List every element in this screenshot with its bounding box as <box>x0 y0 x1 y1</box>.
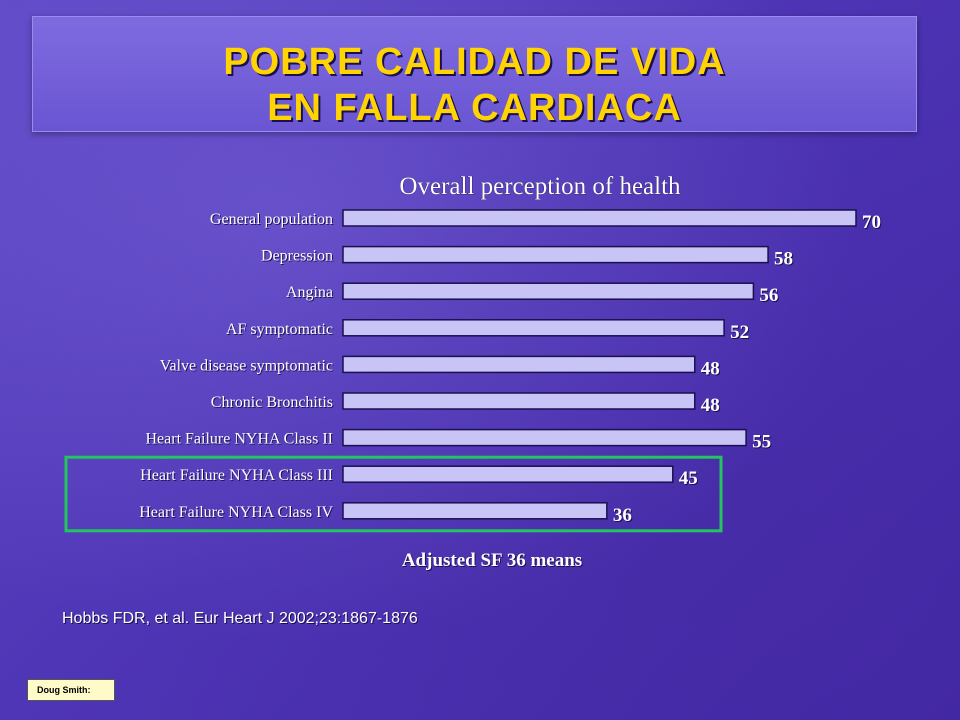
bar <box>342 502 608 520</box>
highlight-box <box>64 455 723 533</box>
category-label: Valve disease symptomatic <box>160 357 333 374</box>
slide-title-line-1: POBRE CALIDAD DE VIDA <box>223 41 726 83</box>
data-label: 52 <box>730 322 749 343</box>
bar <box>342 392 696 410</box>
bar <box>342 319 725 337</box>
data-label: 70 <box>862 212 881 233</box>
data-label: 36 <box>613 505 632 526</box>
source-citation: Hobbs FDR, et al. Eur Heart J 2002;23:18… <box>62 610 418 627</box>
category-label: AF symptomatic <box>226 321 333 338</box>
category-label: Chronic Bronchitis <box>211 394 333 411</box>
data-label: 45 <box>679 468 698 489</box>
speaker-note-label: Doug Smith: <box>27 679 115 701</box>
data-label: 48 <box>701 358 720 379</box>
category-label: Depression <box>261 248 333 265</box>
slide-title-line-2: EN FALLA CARDIACA <box>267 87 682 129</box>
chart-title: Overall perception of health <box>399 173 681 200</box>
bar <box>342 209 857 227</box>
category-label: Heart Failure NYHA Class IV <box>139 504 333 521</box>
category-label: Heart Failure NYHA Class II <box>145 431 333 448</box>
category-label: Heart Failure NYHA Class III <box>140 467 333 484</box>
x-axis-label: Adjusted SF 36 means <box>402 550 582 571</box>
bar <box>342 282 755 300</box>
bar <box>342 355 696 374</box>
data-label: 56 <box>759 285 778 306</box>
data-label: 55 <box>752 432 771 453</box>
title-banner: POBRE CALIDAD DE VIDA EN FALLA CARDIACA <box>32 16 917 132</box>
category-label: General population <box>210 211 333 228</box>
data-label: 58 <box>774 249 793 270</box>
bar <box>342 245 769 264</box>
bar <box>342 428 747 447</box>
bar <box>342 465 674 483</box>
category-label: Angina <box>286 284 333 301</box>
data-label: 48 <box>701 395 720 416</box>
